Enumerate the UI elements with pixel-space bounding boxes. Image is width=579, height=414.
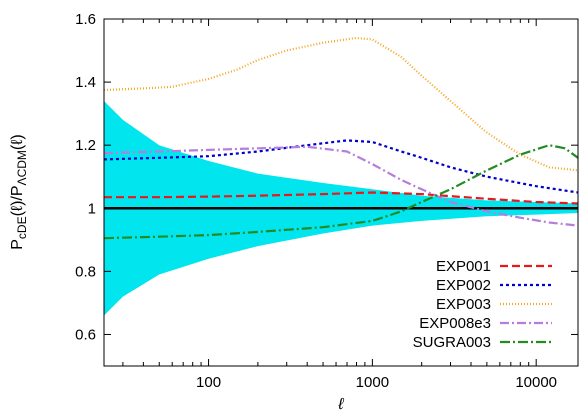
series-layer	[103, 36, 579, 240]
y-tick-label: 0.6	[75, 326, 96, 343]
y-label-mid: (ℓ)/P	[9, 185, 26, 216]
legend: EXP001 EXP002 EXP003 EXP008e3 SUGRA003	[413, 258, 552, 351]
x-tick-label: 100	[196, 374, 221, 391]
x-tick-label: 10000	[515, 374, 557, 391]
y-axis-label: PcDE(ℓ)/PΛCDM(ℓ)	[9, 134, 29, 249]
y-tick-label: 1	[88, 200, 96, 217]
legend-label-exp003: EXP003	[436, 296, 491, 313]
legend-label-exp001: EXP001	[436, 258, 491, 275]
legend-label-exp008e3: EXP008e3	[419, 315, 491, 332]
x-axis-label: ℓ	[337, 396, 344, 413]
y-tick-label: 1.2	[75, 137, 96, 154]
y-tick-labels: 0.6 0.8 1 1.2 1.4 1.6	[75, 11, 96, 343]
legend-label-sugra003: SUGRA003	[413, 334, 491, 351]
ticks-layer	[104, 18, 578, 366]
y-tick-label: 1.6	[75, 11, 96, 28]
x-tick-label: 1000	[356, 374, 389, 391]
y-tick-label: 0.8	[75, 263, 96, 280]
y-tick-label: 1.4	[75, 74, 96, 91]
y-label-sub2: ΛCDM	[15, 150, 29, 185]
y-label-end: (ℓ)	[9, 134, 26, 150]
series-line-exp002	[103, 139, 579, 194]
x-tick-labels: 100 1000 10000	[196, 374, 557, 391]
series-line-exp003	[103, 36, 579, 172]
y-label-main: P	[9, 239, 26, 250]
series-line-exp001	[104, 191, 579, 205]
plot-frame	[103, 18, 579, 367]
legend-label-exp002: EXP002	[436, 277, 491, 294]
series-line-sugra003	[103, 144, 579, 240]
y-label-sub1: cDE	[15, 216, 29, 239]
